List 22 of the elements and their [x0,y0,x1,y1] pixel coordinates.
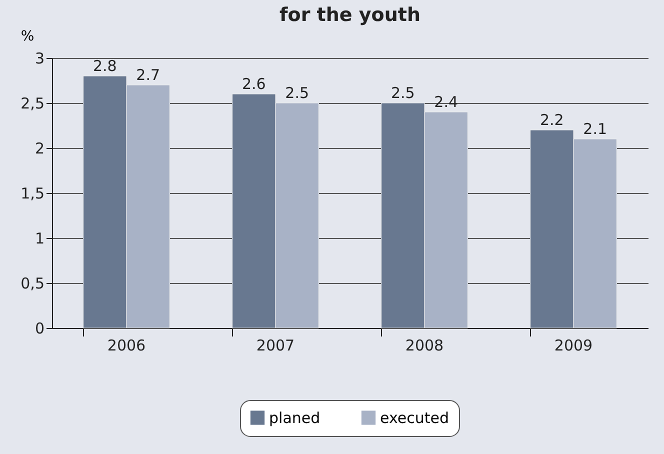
data-label: 2.8 [92,57,117,75]
x-tick-label: 2008 [405,336,444,354]
y-tick-label: 2,5 [20,94,44,112]
x-tick-label: 2006 [107,336,146,354]
chart-title: for the youth [280,4,420,26]
data-label: 2.6 [242,75,266,93]
data-label: 2.5 [285,84,310,102]
y-tick-label: 0,5 [20,274,44,292]
legend-label: planed [269,408,320,427]
y-axis-title: % [20,28,34,44]
legend-label: executed [380,408,449,427]
y-tick-label: 1 [34,230,44,248]
y-tick-label: 0 [34,320,44,338]
y-tick-label: 1,5 [20,184,44,202]
y-tick-label: 2 [34,140,44,158]
data-label: 2.5 [390,84,415,102]
x-tick-label: 2009 [554,336,593,354]
data-label: 2.7 [136,66,160,84]
y-tick-label: 3 [34,50,44,68]
x-tick-label: 2007 [256,336,295,354]
data-label: 2.2 [540,111,564,129]
data-label: 2.1 [583,120,608,138]
